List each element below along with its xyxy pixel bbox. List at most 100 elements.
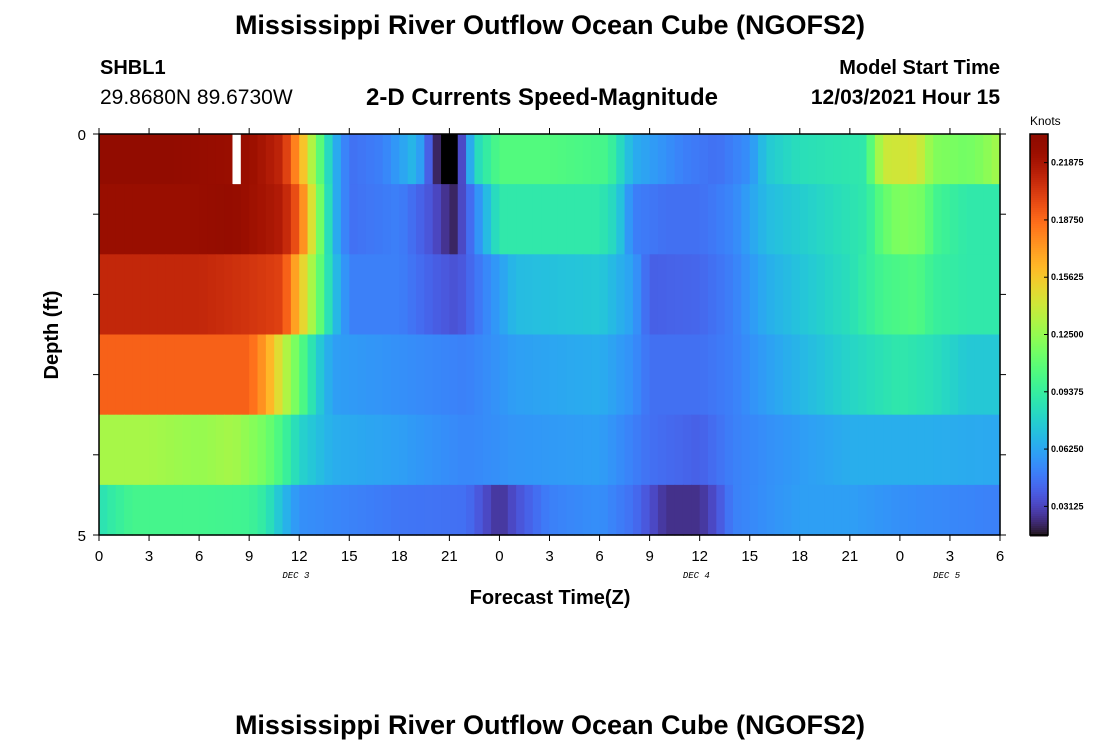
heatmap-cell xyxy=(265,334,275,416)
heatmap-cell xyxy=(607,414,617,486)
heatmap-cell xyxy=(474,414,484,486)
heatmap-cell xyxy=(833,184,843,255)
heatmap-cell xyxy=(632,414,642,486)
heatmap-cell xyxy=(624,414,634,486)
heatmap-cell xyxy=(290,414,300,486)
heatmap-cell xyxy=(107,484,117,536)
heatmap-cell xyxy=(332,334,342,416)
heatmap-cell xyxy=(249,254,259,336)
heatmap-cell xyxy=(307,254,317,336)
heatmap-cell xyxy=(799,484,809,536)
heatmap-cell xyxy=(507,414,517,486)
heatmap-cell xyxy=(899,134,909,185)
heatmap-cell xyxy=(566,134,576,185)
heatmap-cell xyxy=(933,414,943,486)
heatmap-cell xyxy=(199,414,209,486)
heatmap-cell xyxy=(474,184,484,255)
colorbar-swatch xyxy=(1030,144,1048,147)
colorbar-swatch xyxy=(1030,392,1048,395)
heatmap-cell xyxy=(557,134,567,185)
heatmap-cell xyxy=(157,414,167,486)
heatmap-cell xyxy=(708,184,717,255)
heatmap-cell xyxy=(516,134,526,185)
heatmap-cell xyxy=(140,134,150,185)
x-tick-label: 6 xyxy=(195,548,203,565)
heatmap-cell xyxy=(182,484,192,536)
heatmap-cell xyxy=(199,184,209,255)
heatmap-cell xyxy=(582,414,592,486)
heatmap-cell xyxy=(332,184,342,255)
x-tick-label: 15 xyxy=(341,548,358,565)
colorbar-swatch xyxy=(1030,238,1048,241)
heatmap-cell xyxy=(157,184,167,255)
colorbar-label: 0.09375 xyxy=(1051,387,1084,397)
heatmap-cell xyxy=(766,484,776,536)
colorbar-swatch xyxy=(1030,178,1048,181)
heatmap-cell xyxy=(574,334,584,416)
heatmap-cell xyxy=(457,254,467,336)
heatmap-cell xyxy=(682,184,692,255)
colorbar-swatch xyxy=(1030,480,1048,483)
heatmap-cell xyxy=(607,134,617,185)
heatmap-cell xyxy=(666,334,676,416)
colorbar-swatch xyxy=(1030,192,1048,195)
heatmap-cell xyxy=(441,334,450,416)
heatmap-cell xyxy=(132,334,142,416)
heatmap-cell xyxy=(532,134,542,185)
heatmap-cell xyxy=(449,134,459,185)
heatmap-cell xyxy=(424,334,434,416)
heatmap-cell xyxy=(941,484,951,536)
heatmap-cell xyxy=(107,334,117,416)
heatmap-cell xyxy=(265,184,275,255)
heatmap-cell xyxy=(282,484,292,536)
heatmap-cell xyxy=(541,414,551,486)
heatmap-cell xyxy=(257,254,267,336)
heatmap-cell xyxy=(641,254,651,336)
colorbar-swatch xyxy=(1030,434,1048,437)
heatmap-cell xyxy=(232,484,242,536)
colorbar-swatch xyxy=(1030,304,1048,307)
heatmap-cell xyxy=(190,134,200,185)
heatmap-cell xyxy=(407,134,417,185)
colorbar-swatch xyxy=(1030,166,1048,169)
colorbar-swatch xyxy=(1030,378,1048,381)
heatmap-cell xyxy=(933,134,943,185)
x-tick-label: 6 xyxy=(595,548,603,565)
colorbar-swatch xyxy=(1030,508,1048,511)
heatmap-cell xyxy=(532,484,542,536)
heatmap-cell xyxy=(315,254,325,336)
colorbar-swatch xyxy=(1030,252,1048,255)
heatmap-cell xyxy=(374,134,384,185)
heatmap-cell xyxy=(666,414,676,486)
heatmap-cell xyxy=(591,484,601,536)
heatmap-cell xyxy=(290,254,300,336)
chart-title: Mississippi River Outflow Ocean Cube (NG… xyxy=(234,10,866,40)
colorbar-swatch xyxy=(1030,318,1048,321)
heatmap-cell xyxy=(899,334,909,416)
heatmap-cell xyxy=(808,484,818,536)
heatmap-cell xyxy=(891,484,901,536)
colorbar-swatch xyxy=(1030,308,1048,311)
heatmap-cell xyxy=(257,334,267,416)
colorbar-swatch xyxy=(1030,168,1048,171)
heatmap-cell xyxy=(524,134,534,185)
heatmap-cell xyxy=(691,334,701,416)
heatmap-cell xyxy=(124,254,133,336)
heatmap-cell xyxy=(432,334,442,416)
heatmap-cell xyxy=(215,134,225,185)
heatmap-cell xyxy=(933,184,943,255)
heatmap-cell xyxy=(215,184,225,255)
colorbar-swatch xyxy=(1030,470,1048,473)
heatmap-cell xyxy=(349,134,359,185)
heatmap-cell xyxy=(699,184,709,255)
heatmap-cell xyxy=(224,184,234,255)
heatmap-cell xyxy=(849,334,859,416)
colorbar-swatch xyxy=(1030,138,1048,141)
colorbar-label: 0.15625 xyxy=(1051,272,1084,282)
colorbar-swatch xyxy=(1030,410,1048,413)
heatmap-cell xyxy=(766,254,776,336)
colorbar-swatch xyxy=(1030,366,1048,369)
heatmap-cell xyxy=(257,414,267,486)
colorbar-swatch xyxy=(1030,228,1048,231)
heatmap-cell xyxy=(532,414,542,486)
